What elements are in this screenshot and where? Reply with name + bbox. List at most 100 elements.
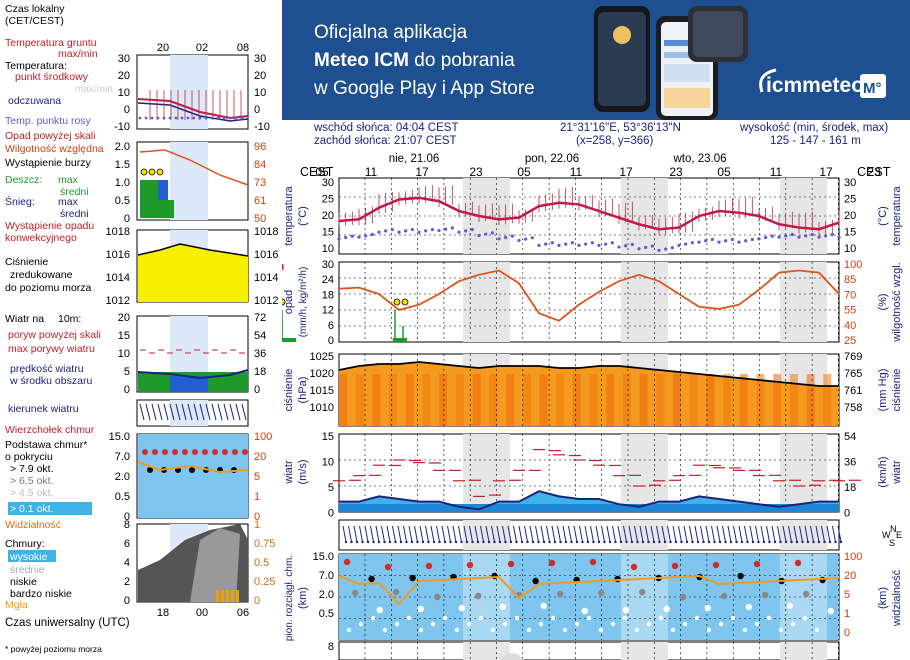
cloud-base-dot <box>704 604 711 612</box>
dew-point-dot <box>557 243 561 248</box>
legend-temp-tick-r: 0 <box>254 104 260 116</box>
legend-rain-avg-bar <box>140 200 174 218</box>
pressure-shade <box>656 374 665 426</box>
night-band <box>780 434 827 512</box>
legend-humid-tick: 50 <box>254 213 266 225</box>
legend-pressure-tick-r: 1014 <box>254 272 278 284</box>
humidity-line <box>338 269 840 322</box>
wind-arrow-icon <box>408 525 413 543</box>
legend-cloud-dot <box>162 449 168 455</box>
low-cloud-dot <box>646 621 652 627</box>
legend-dew-dot <box>180 116 184 120</box>
low-cloud-dot <box>430 621 436 627</box>
dew-point-dot <box>570 241 574 245</box>
night-band <box>621 434 668 512</box>
legend-fog: Mgła <box>5 599 28 611</box>
cloud-base-dot <box>540 602 547 610</box>
dew-point-dot <box>610 241 614 245</box>
wind-rose-n: N <box>890 524 897 534</box>
legend-pressure-tick-r: 1012 <box>254 295 278 307</box>
wind-arrow-icon <box>733 525 737 543</box>
legend-storm: Wystąpienie burzy <box>5 157 91 169</box>
wind-arrow-head <box>608 540 612 544</box>
legend-wind-line <box>137 369 249 380</box>
legend-precip-tick: 1.5 <box>115 159 130 171</box>
legend-fog-bar <box>216 590 219 602</box>
wind-arrow-icon <box>689 525 693 543</box>
wind-arrow-head <box>493 540 496 544</box>
legend-pressure-2: zredukowane <box>10 269 73 281</box>
wind-rose-s: S <box>889 538 895 548</box>
vis-tick-r: 20 <box>844 570 856 582</box>
low-cloud-dot <box>574 621 580 627</box>
legend-ground-sub: max/min <box>58 48 98 60</box>
vis-tick-r: 5 <box>844 589 850 601</box>
wind-arrow-head <box>718 540 722 544</box>
wind-arrow-icon <box>705 525 710 543</box>
legend-wind-arrow-icon <box>241 403 247 421</box>
wind-arrow-icon <box>447 525 451 543</box>
cloud-base-dot <box>639 588 646 596</box>
dew-point-dot <box>344 235 348 240</box>
wind-arrow-head <box>454 540 458 544</box>
dew-point-dot <box>817 235 821 239</box>
pressure-shade <box>472 374 481 426</box>
low-cloud-dot <box>466 621 472 627</box>
cloud-base-dot <box>417 605 424 613</box>
legend-snow: Śnieg: <box>5 195 35 208</box>
legend-vis-line <box>137 461 249 474</box>
legend-cover-mid <box>190 528 240 602</box>
pressure-shade <box>339 374 347 426</box>
low-cloud-dot <box>586 615 592 621</box>
wind-arrow-icon <box>375 525 380 543</box>
wind-arrow-icon <box>722 525 726 543</box>
wind-arrow-icon <box>359 525 363 543</box>
dew-point-dot <box>784 234 788 238</box>
legend-dew: Temp. punktu rosy <box>5 115 92 127</box>
legend-wind-tick-r: 18 <box>254 366 266 378</box>
precip-tick: 24 <box>322 274 334 286</box>
legend-temp-maxmin: max/min <box>75 84 113 95</box>
dew-point-dot <box>637 247 641 251</box>
wind-arrow-icon <box>348 525 352 543</box>
cloud-cover-shape <box>500 653 524 660</box>
low-cloud-dot <box>358 621 364 627</box>
wind-arrow-icon <box>496 525 501 543</box>
wind-arrow-head <box>674 540 678 544</box>
wind-arrow-head <box>685 540 689 544</box>
humid-tick: 85 <box>844 274 856 286</box>
night-band <box>621 642 668 660</box>
temp-tick: 10 <box>322 243 334 255</box>
dew-point-dot <box>370 232 374 237</box>
legend-cover-tick-r: 0 <box>254 595 260 607</box>
cloud-base-dot <box>721 592 728 600</box>
wind-arrow-icon <box>639 525 644 543</box>
wind-arrow-head <box>487 540 491 544</box>
night-band <box>463 262 510 342</box>
tz-label-right: CEST <box>857 165 891 179</box>
pressure-shade <box>556 374 565 426</box>
legend-pressure-tick-r: 1018 <box>254 226 278 238</box>
promo-banner[interactable]: Oficjalna aplikacja Meteo ICM do pobrani… <box>282 0 910 120</box>
legend-snow-bar <box>158 180 168 218</box>
legend-wind-arrow-icon <box>205 403 211 421</box>
wind-arrow-head <box>773 540 777 544</box>
legend-wind-arrow-icon <box>211 403 217 421</box>
wind-arrow-head <box>366 540 370 544</box>
wind-arrow-head <box>471 540 474 544</box>
wind-arrow-head <box>784 540 788 544</box>
legend-precip-tick: 0 <box>124 213 130 225</box>
dew-point-dot <box>410 227 414 232</box>
dew-point-dot <box>790 232 794 237</box>
wind-arrow-head <box>361 540 364 544</box>
wind-arrow-icon <box>645 525 649 543</box>
pressure-axis-label-r: ciśnienie <box>891 369 903 412</box>
humid-tick: 100 <box>844 259 862 271</box>
pressure-shade <box>589 374 598 426</box>
wind-arrow-icon <box>793 525 798 543</box>
vis-tick: 15.0 <box>313 551 334 563</box>
dew-point-dot <box>537 243 541 248</box>
legend-gust: max porywy wiatru <box>8 343 95 355</box>
time-local-tick: 02 <box>196 42 208 54</box>
legend-vis-tick: 0 <box>254 511 260 523</box>
